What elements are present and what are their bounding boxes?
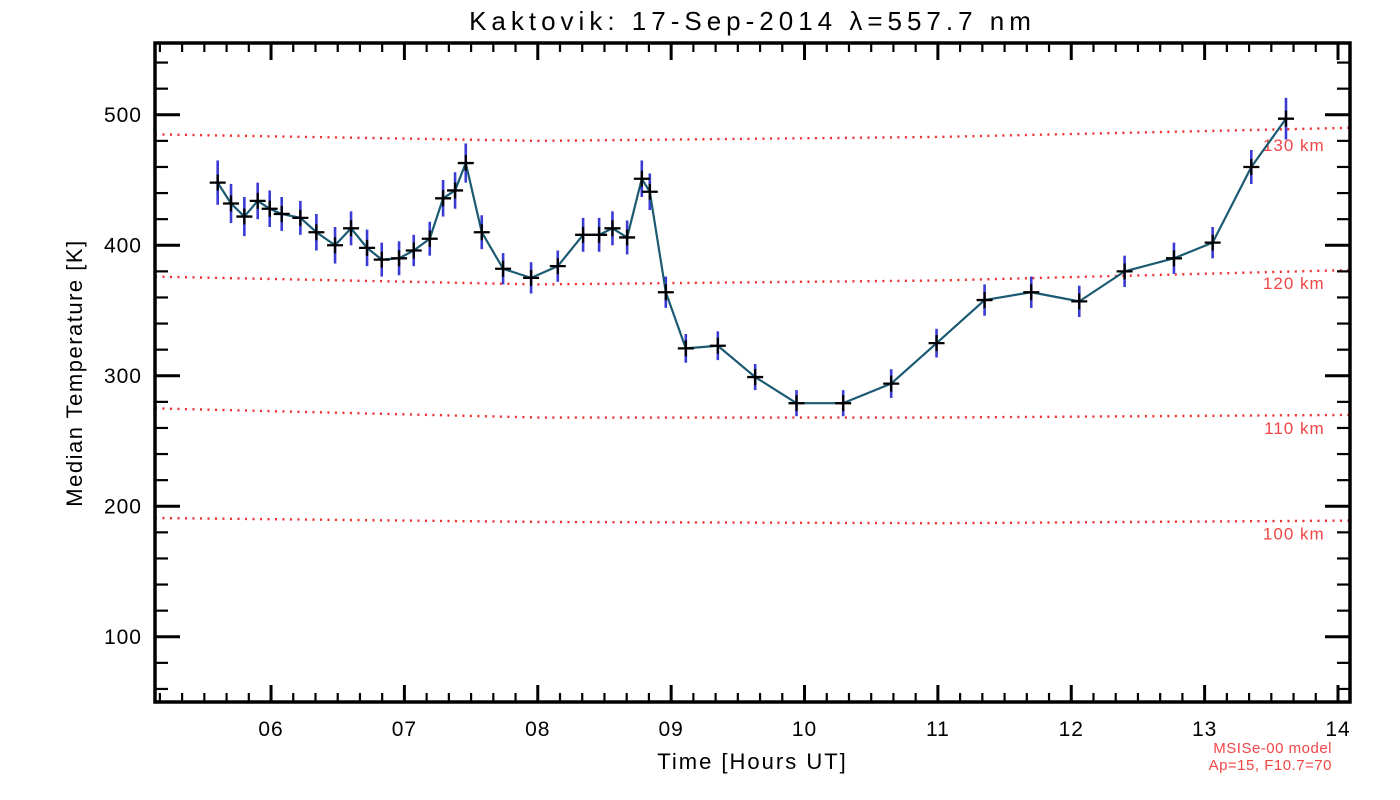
data-point-marker xyxy=(495,260,512,277)
model-line-100-km xyxy=(154,516,1351,525)
data-point-marker xyxy=(327,237,344,254)
data-point-marker xyxy=(575,226,592,243)
data-point-marker xyxy=(373,251,390,268)
data-point-marker xyxy=(523,269,540,286)
data-point-marker xyxy=(1071,293,1088,310)
data-point-marker xyxy=(1277,110,1294,127)
x-tick-label: 08 xyxy=(525,718,550,741)
temperature-line xyxy=(216,118,1287,405)
axes-frame xyxy=(153,41,1352,704)
data-point-marker xyxy=(292,209,309,226)
y-tick-label: 300 xyxy=(104,365,142,388)
data-point-marker xyxy=(405,242,422,259)
y-tick-label: 100 xyxy=(104,626,142,649)
data-point-marker xyxy=(457,155,474,172)
data-point-marker xyxy=(261,200,278,217)
x-tick-label: 14 xyxy=(1325,718,1350,741)
y-tick-label: 200 xyxy=(104,495,142,518)
series-median-temperature xyxy=(209,97,1294,417)
x-tick-label: 13 xyxy=(1192,718,1217,741)
model-line-label-110-km: 110 km xyxy=(1264,419,1325,438)
data-point-marker xyxy=(391,250,408,267)
data-point-marker xyxy=(677,340,694,357)
y-tick-label: 400 xyxy=(104,234,142,257)
data-point-marker xyxy=(641,183,658,200)
data-point-marker xyxy=(619,229,636,246)
x-axis-label: Time [Hours UT] xyxy=(657,749,848,774)
data-point-marker xyxy=(473,224,490,241)
data-point-marker xyxy=(883,375,900,392)
data-point-marker xyxy=(788,395,805,412)
data-point-marker xyxy=(604,220,621,237)
data-point-marker xyxy=(435,190,452,207)
model-name-annotation: MSISe-00 model xyxy=(1213,740,1332,757)
x-tick-label: 10 xyxy=(792,718,817,741)
data-point-marker xyxy=(1165,250,1182,267)
model-line-label-130-km: 130 km xyxy=(1263,136,1325,155)
data-point-marker xyxy=(633,170,650,187)
y-tick-label: 500 xyxy=(104,104,142,127)
data-point-marker xyxy=(308,224,325,241)
data-point-marker xyxy=(709,337,726,354)
data-point-marker xyxy=(657,284,674,301)
data-point-marker xyxy=(928,335,945,352)
y-axis-label: Median Temperature [K] xyxy=(62,239,87,507)
data-point-marker xyxy=(273,205,290,222)
model-line-130-km xyxy=(154,126,1351,143)
data-point-marker xyxy=(1116,263,1133,280)
data-point-marker xyxy=(343,220,360,237)
x-tick-label: 11 xyxy=(926,718,950,741)
data-point-marker xyxy=(421,230,438,247)
data-point-marker xyxy=(223,195,240,212)
data-point-marker xyxy=(835,395,852,412)
data-point-marker xyxy=(236,208,253,225)
model-line-120-km xyxy=(154,268,1351,286)
data-point-marker xyxy=(447,182,464,199)
model-line-label-100-km: 100 km xyxy=(1263,525,1325,544)
data-point-marker xyxy=(976,292,993,309)
data-point-marker xyxy=(249,192,266,209)
x-tick-label: 09 xyxy=(658,718,683,741)
data-point-marker xyxy=(549,258,566,275)
data-point-marker xyxy=(359,239,376,256)
data-point-marker xyxy=(747,369,764,386)
model-line-110-km xyxy=(154,407,1351,419)
model-params-annotation: Ap=15, F10.7=70 xyxy=(1208,757,1332,774)
data-point-marker xyxy=(1243,158,1260,175)
data-point-marker xyxy=(591,226,608,243)
x-tick-label: 12 xyxy=(1059,718,1084,741)
model-line-label-120-km: 120 km xyxy=(1263,274,1325,293)
x-tick-label: 06 xyxy=(258,718,283,741)
data-point-marker xyxy=(1204,234,1221,251)
chart-title: Kaktovik: 17-Sep-2014 λ=557.7 nm xyxy=(469,6,1036,36)
data-point-marker xyxy=(1023,284,1040,301)
x-tick-label: 07 xyxy=(392,718,417,741)
data-point-marker xyxy=(209,174,226,191)
